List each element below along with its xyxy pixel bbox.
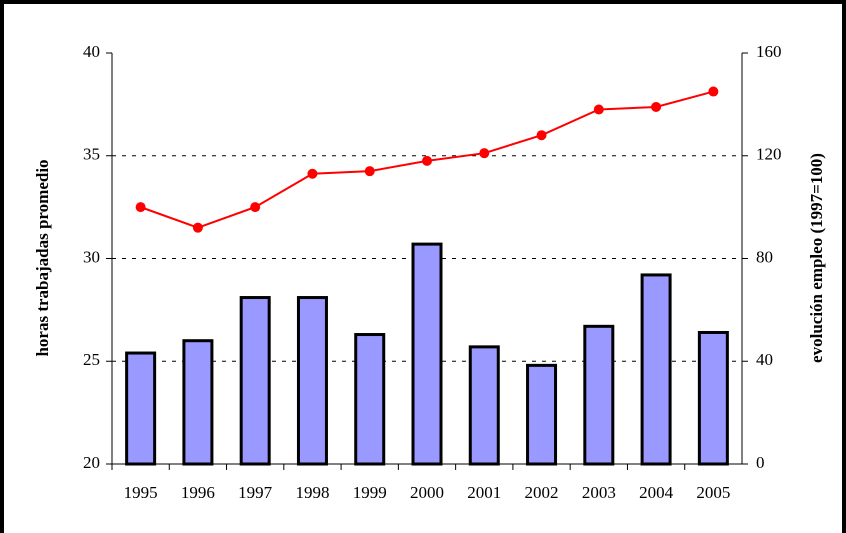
bar [354, 333, 386, 466]
marker [593, 104, 604, 115]
marker [479, 148, 490, 159]
y-tick-label: 40 [83, 42, 100, 61]
bar [526, 363, 558, 466]
marker [422, 155, 432, 166]
x-tick-label: 2004 [639, 483, 674, 502]
bar [125, 351, 157, 466]
y-tick-label: 25 [83, 350, 100, 369]
x-tick-label: 1996 [181, 483, 215, 502]
y2-axis-title: evolución empleo (1997=100) [807, 153, 826, 363]
marker [192, 222, 203, 233]
x-tick-label: 1997 [238, 483, 273, 502]
marker [250, 202, 261, 213]
x-tick-label: 1995 [124, 483, 158, 502]
y2-tick-label: 160 [756, 42, 782, 61]
bar [640, 273, 672, 466]
y2-tick-label: 80 [756, 247, 773, 266]
x-tick-label: 1998 [295, 483, 329, 502]
y2-tick-label: 120 [756, 145, 782, 164]
marker [135, 202, 146, 213]
y-tick-label: 30 [83, 247, 100, 266]
y-axis-title: horas trabajadas promedio [33, 159, 52, 356]
y2-tick-label: 0 [756, 453, 765, 472]
bar [239, 296, 271, 466]
x-tick-label: 2003 [582, 483, 616, 502]
bar [296, 296, 328, 466]
x-tick-label: 1999 [353, 483, 387, 502]
marker [708, 86, 719, 97]
x-tick-label: 2000 [410, 483, 444, 502]
bar [411, 242, 443, 466]
y-tick-label: 20 [83, 453, 100, 472]
x-tick-label: 2002 [525, 483, 559, 502]
x-tick-label: 2001 [467, 483, 501, 502]
bar [468, 345, 500, 466]
bar [583, 324, 615, 466]
bar [182, 339, 214, 466]
x-tick-label: 2005 [696, 483, 730, 502]
y2-tick-label: 40 [756, 350, 773, 369]
marker [536, 130, 547, 141]
y-tick-label: 35 [83, 145, 100, 164]
marker [651, 101, 662, 112]
bar [697, 330, 729, 466]
marker [307, 168, 318, 179]
marker [364, 166, 375, 177]
